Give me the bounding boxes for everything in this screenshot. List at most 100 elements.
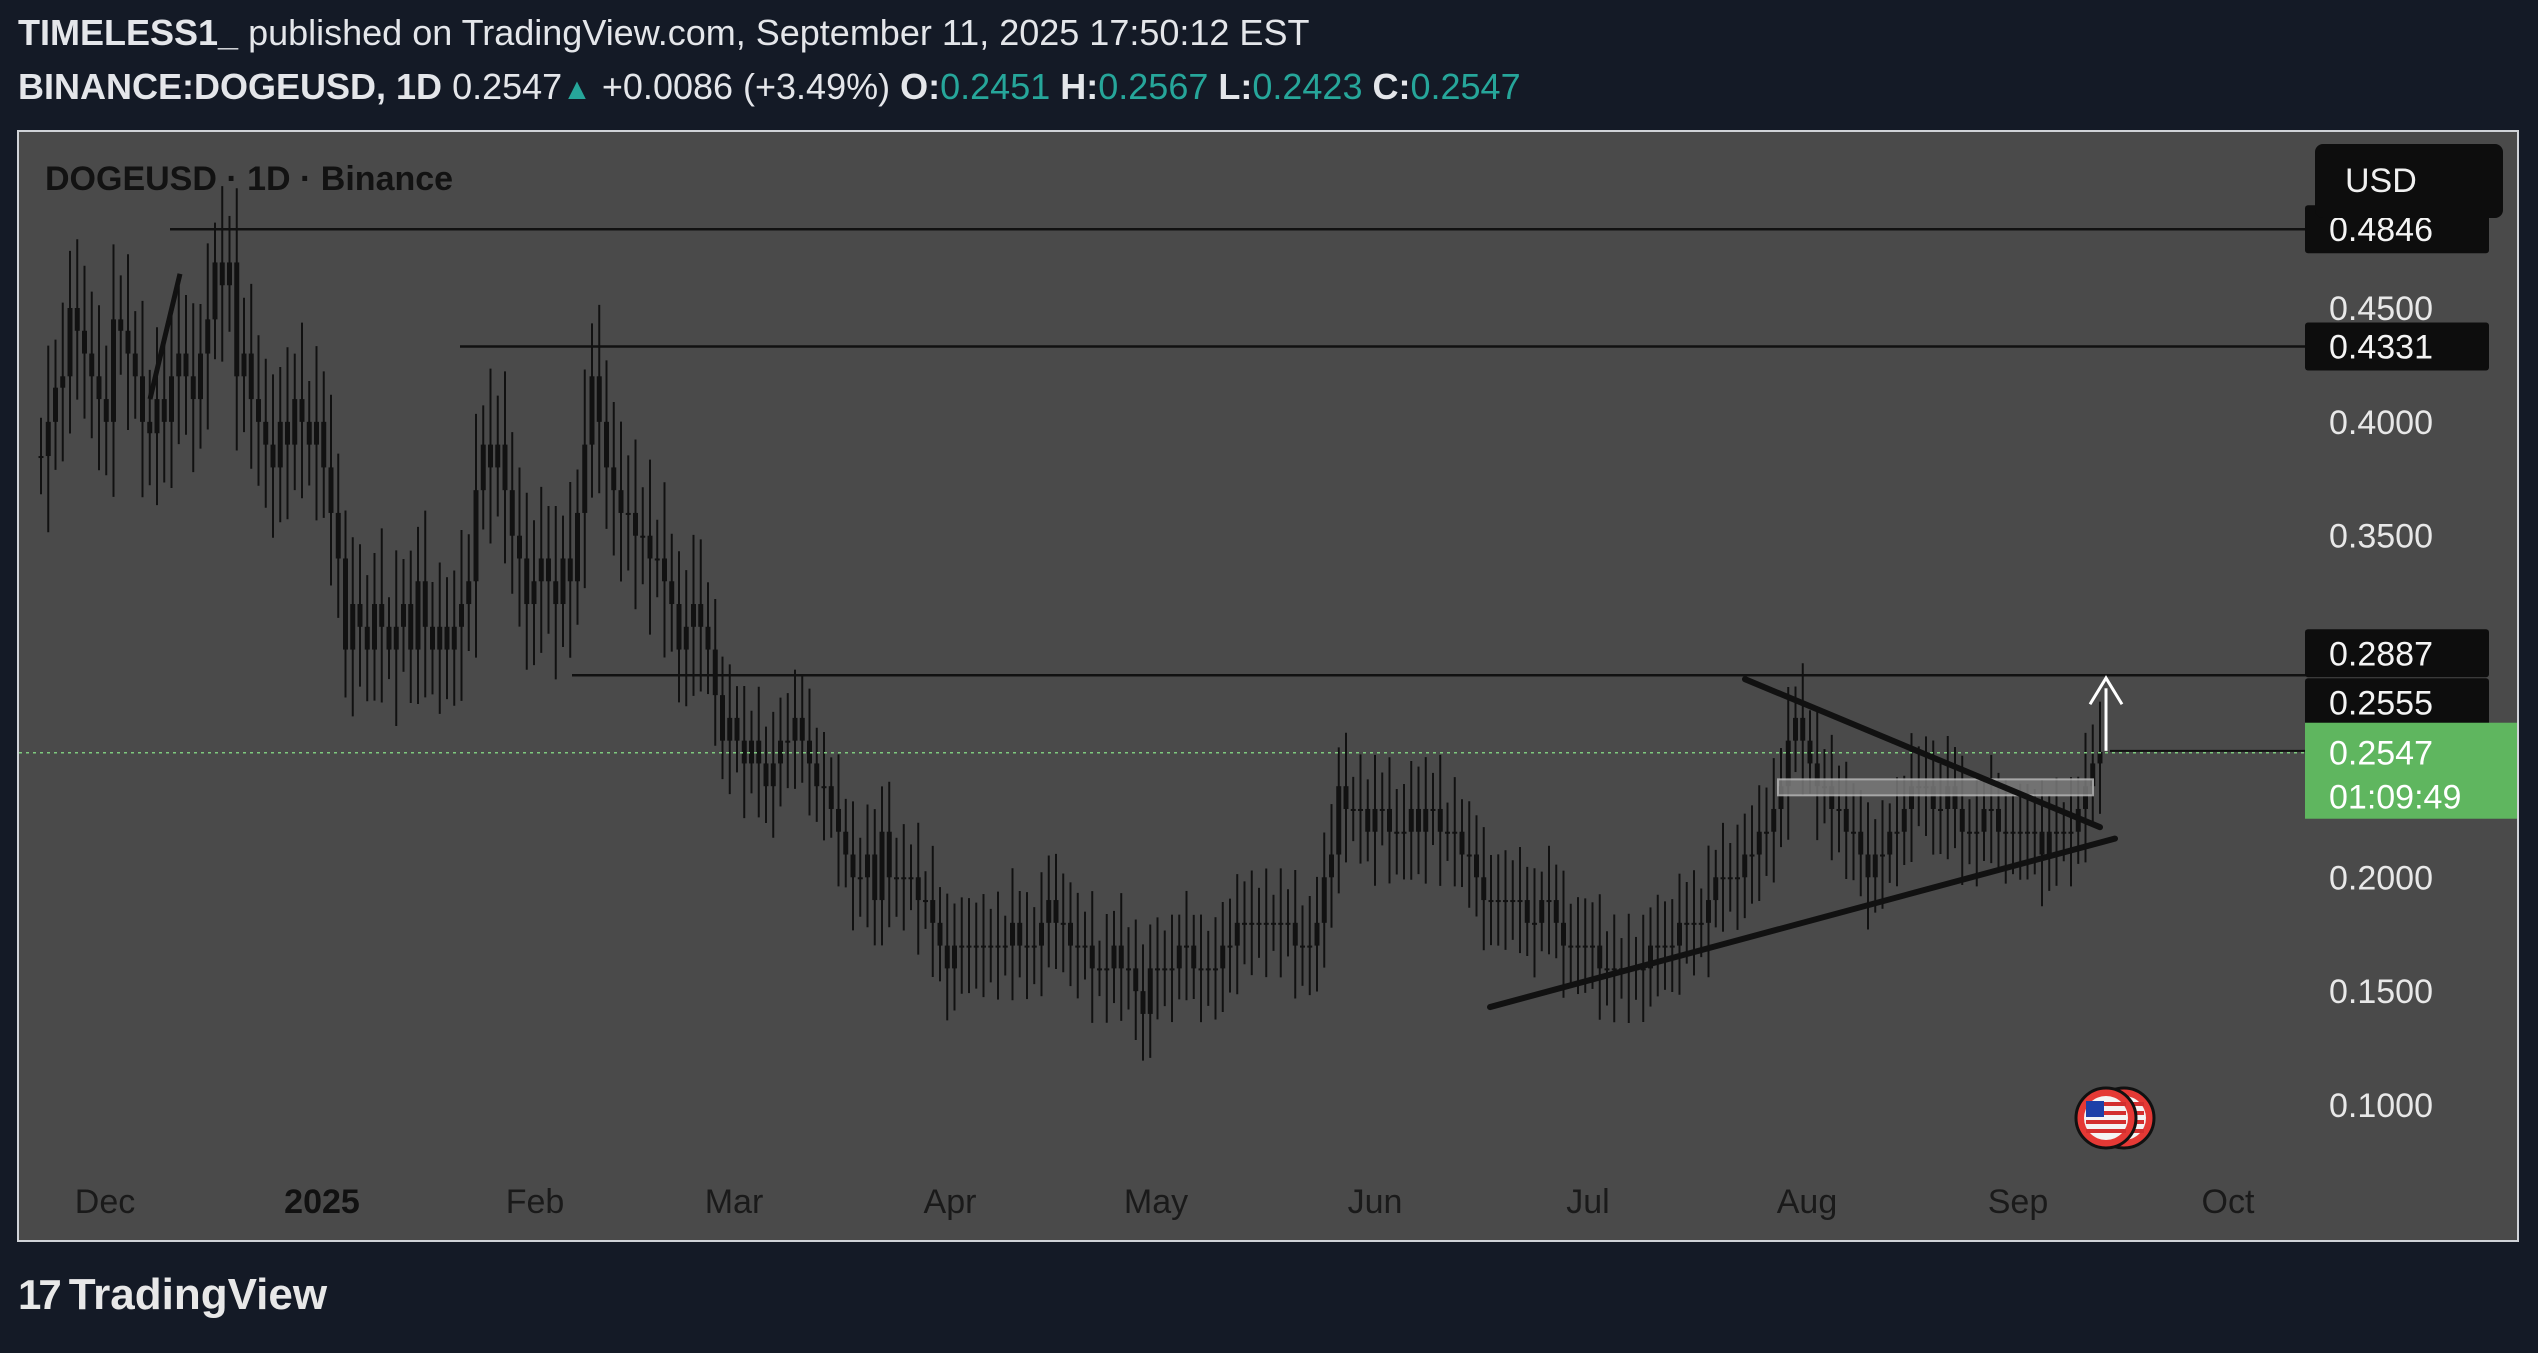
price-tag-label: 0.2887 xyxy=(2329,635,2433,673)
candle-body xyxy=(741,740,747,764)
candle-body xyxy=(314,421,319,445)
candle-body xyxy=(480,444,486,491)
candle-body xyxy=(1582,945,1588,948)
candle-body xyxy=(1133,968,1139,992)
candle-body xyxy=(1075,945,1081,948)
currency-button[interactable]: USD xyxy=(2315,144,2503,218)
candle-body xyxy=(1010,922,1015,946)
candle-body xyxy=(901,877,907,880)
tradingview-logo-icon: 17 xyxy=(18,1271,62,1318)
candle-body xyxy=(1698,922,1704,925)
candle-body xyxy=(611,467,617,491)
arrow-up-icon: ▲ xyxy=(562,73,592,106)
candle-body xyxy=(937,922,943,946)
candle-body xyxy=(792,717,798,741)
tradingview-logo[interactable]: 17 TradingView xyxy=(18,1270,327,1320)
candle-body xyxy=(1046,900,1052,923)
candle-body xyxy=(1285,922,1291,925)
candle-body xyxy=(1807,740,1813,764)
candle-body xyxy=(734,717,740,741)
candle-body xyxy=(763,763,769,787)
candle-body xyxy=(1945,786,1951,809)
candle-body xyxy=(38,456,44,459)
candle-body xyxy=(473,490,479,582)
candle-body xyxy=(2025,831,2030,834)
candle-body xyxy=(1053,900,1059,923)
candle-body xyxy=(1677,922,1682,946)
candle-body xyxy=(727,717,733,741)
candle-body xyxy=(372,604,377,650)
candle-body xyxy=(1126,968,1131,971)
candle-body xyxy=(582,444,588,513)
candle-body xyxy=(466,581,472,605)
candle-body xyxy=(1292,922,1298,946)
candle-body xyxy=(1437,808,1443,832)
candle-body xyxy=(1938,808,1943,811)
candle-body xyxy=(1829,786,1835,809)
candle-body xyxy=(1039,922,1044,946)
x-tick-label: Apr xyxy=(924,1183,977,1221)
candle-body xyxy=(132,353,138,377)
candle-body xyxy=(74,308,80,331)
candle-body xyxy=(1365,808,1371,832)
candle-body xyxy=(1901,808,1907,832)
candle-body xyxy=(785,740,791,743)
candle-body xyxy=(865,854,870,878)
y-tick-label: 0.1500 xyxy=(2329,973,2433,1011)
candle-body xyxy=(1155,968,1160,971)
candle-body xyxy=(96,376,102,400)
candle-body xyxy=(995,945,1001,948)
candle-body xyxy=(1379,808,1385,811)
candle-body xyxy=(1713,877,1719,901)
symbol-info-bar: BINANCE:DOGEUSD, 1D 0.2547▲ +0.0086 (+3.… xyxy=(18,66,1521,108)
candle-body xyxy=(952,945,957,969)
open-value: 0.2451 xyxy=(940,66,1051,107)
candle-body xyxy=(770,763,776,787)
candle-body xyxy=(393,626,399,650)
candle-body xyxy=(1843,808,1849,832)
candle-body xyxy=(691,604,696,627)
candle-body xyxy=(560,558,566,605)
candle-body xyxy=(1764,831,1769,834)
candle-body xyxy=(872,854,878,901)
candle-body xyxy=(1793,717,1798,741)
candle-body xyxy=(836,808,841,832)
candle-body xyxy=(277,421,283,468)
candle-body xyxy=(1234,922,1240,946)
symbol-label: BINANCE:DOGEUSD, 1D xyxy=(18,66,443,107)
candle-body xyxy=(1648,945,1653,969)
candle-body xyxy=(1611,968,1617,971)
candle-body xyxy=(1720,877,1726,880)
candle-body xyxy=(959,945,965,948)
candle-body xyxy=(125,330,131,354)
candle-body xyxy=(1213,968,1218,971)
candle-body xyxy=(212,262,218,320)
candle-body xyxy=(1191,945,1197,969)
candle-body xyxy=(1452,831,1458,834)
price-chart[interactable]: 0.45000.40000.35000.20000.15000.10000.48… xyxy=(19,132,2517,1240)
candle-body xyxy=(169,376,174,422)
chart-title: DOGEUSD · 1D · Binance xyxy=(45,160,454,198)
y-tick-label: 0.4000 xyxy=(2329,404,2433,442)
candle-body xyxy=(2017,831,2023,834)
candle-body xyxy=(321,421,327,468)
candle-body xyxy=(1423,808,1429,832)
candle-body xyxy=(1031,945,1037,948)
chart-panel[interactable]: 0.4500 0.4000 0.3500 0.2000 0.1500 0.1000 0.48… xyxy=(17,130,2519,1242)
candle-body xyxy=(799,717,805,741)
x-tick-label: Mar xyxy=(705,1183,764,1221)
candle-body xyxy=(140,376,145,422)
candle-body xyxy=(451,626,457,650)
publish-info: TIMELESS1_ published on TradingView.com,… xyxy=(18,12,1309,54)
author-name[interactable]: TIMELESS1_ xyxy=(18,12,239,53)
candle-body xyxy=(1089,945,1095,969)
candle-body xyxy=(930,900,936,923)
candle-body xyxy=(1227,945,1233,948)
candle-body xyxy=(248,353,254,400)
candle-body xyxy=(1952,786,1958,809)
candle-body xyxy=(1408,808,1414,832)
candle-body xyxy=(1242,922,1247,925)
candle-body xyxy=(1814,763,1820,787)
candle-body xyxy=(923,900,928,903)
candle-body xyxy=(53,387,58,422)
